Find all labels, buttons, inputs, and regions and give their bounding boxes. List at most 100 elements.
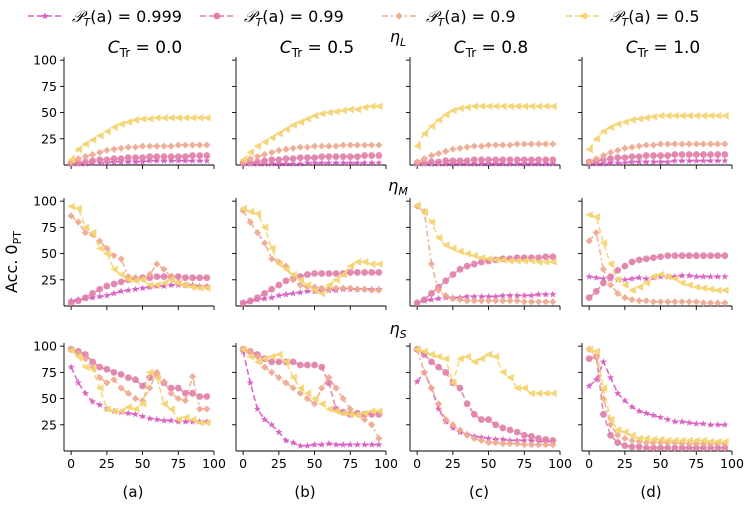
data-point (339, 284, 347, 292)
data-point (685, 444, 693, 452)
data-point (721, 444, 729, 452)
series (585, 210, 729, 295)
series (413, 140, 557, 166)
data-point (442, 291, 450, 300)
data-point (714, 444, 722, 452)
column-headers: CTr = 0.0 CTr = 0.5 CTr = 0.8 CTr = 1.0 (108, 38, 700, 60)
data-point (304, 361, 311, 369)
data-point (160, 378, 168, 386)
data-point (456, 426, 464, 434)
data-point (146, 153, 154, 161)
series (413, 345, 557, 398)
data-point (153, 368, 161, 376)
data-point (304, 154, 311, 162)
data-point (311, 270, 318, 277)
data-point (628, 258, 636, 266)
data-point (361, 152, 368, 159)
data-point (160, 400, 168, 408)
data-point (346, 405, 354, 413)
data-point (303, 143, 312, 151)
data-point (88, 136, 97, 144)
panel: 25 50 75 100 0 25 50 75 100 (33, 339, 226, 471)
data-point (181, 417, 190, 425)
data-point (203, 141, 211, 149)
data-point (167, 153, 175, 161)
data-point (275, 258, 283, 266)
data-point (470, 410, 478, 418)
data-point (599, 239, 608, 247)
data-point (131, 410, 140, 418)
legend-marker (41, 12, 49, 20)
data-point (74, 297, 82, 305)
data-point (657, 152, 664, 159)
data-point (614, 266, 622, 274)
data-point (339, 270, 347, 279)
data-point (110, 280, 118, 288)
data-point (360, 159, 369, 166)
data-point (367, 102, 376, 111)
data-point (124, 374, 132, 382)
data-point (628, 443, 636, 451)
x-tick-label: 50 (481, 456, 497, 471)
data-point (325, 153, 333, 161)
data-point (499, 424, 507, 432)
data-point (132, 154, 139, 162)
data-point (268, 285, 276, 293)
data-point (353, 440, 362, 448)
data-point (685, 157, 693, 164)
data-point (513, 384, 521, 392)
data-point (174, 114, 183, 122)
data-point (642, 255, 650, 263)
y-tick-label: 100 (33, 194, 57, 209)
data-point (246, 352, 255, 361)
series-line (588, 348, 725, 445)
data-point (664, 298, 672, 306)
data-point (167, 389, 175, 397)
data-point (103, 379, 111, 387)
x-tick-label: 50 (653, 456, 669, 471)
data-point (339, 106, 347, 115)
series (413, 201, 557, 266)
data-point (513, 440, 521, 448)
data-point (110, 376, 118, 384)
series (239, 345, 383, 418)
data-point (275, 160, 283, 168)
data-point (124, 154, 132, 162)
data-point (470, 102, 479, 111)
x-tick-label: 25 (271, 456, 287, 471)
data-point (599, 265, 608, 273)
data-point (513, 257, 521, 265)
legend-label: 𝒫T(a) = 0.9 (426, 7, 516, 29)
data-point (527, 441, 536, 449)
data-point (268, 420, 276, 428)
series (413, 102, 557, 150)
data-point (463, 249, 471, 258)
data-point (470, 156, 478, 164)
data-point (656, 298, 665, 306)
data-point (303, 441, 312, 449)
data-point (332, 153, 340, 161)
data-point (310, 159, 319, 166)
data-point (706, 285, 715, 294)
data-point (714, 157, 722, 164)
data-point (95, 244, 104, 253)
data-point (74, 159, 82, 167)
data-point (88, 397, 97, 405)
data-point (81, 153, 90, 161)
data-point (182, 153, 189, 161)
data-point (203, 114, 211, 122)
data-point (663, 111, 672, 120)
data-point (621, 262, 629, 270)
data-point (528, 432, 535, 440)
data-point (721, 157, 729, 164)
y-tick-label: 50 (41, 391, 57, 406)
data-point (160, 265, 168, 273)
series (585, 345, 729, 446)
data-point (685, 298, 693, 306)
data-point (527, 298, 536, 306)
data-point (282, 290, 290, 298)
data-point (145, 368, 154, 377)
data-point (89, 290, 96, 297)
data-point (375, 141, 383, 149)
data-point (318, 142, 326, 150)
